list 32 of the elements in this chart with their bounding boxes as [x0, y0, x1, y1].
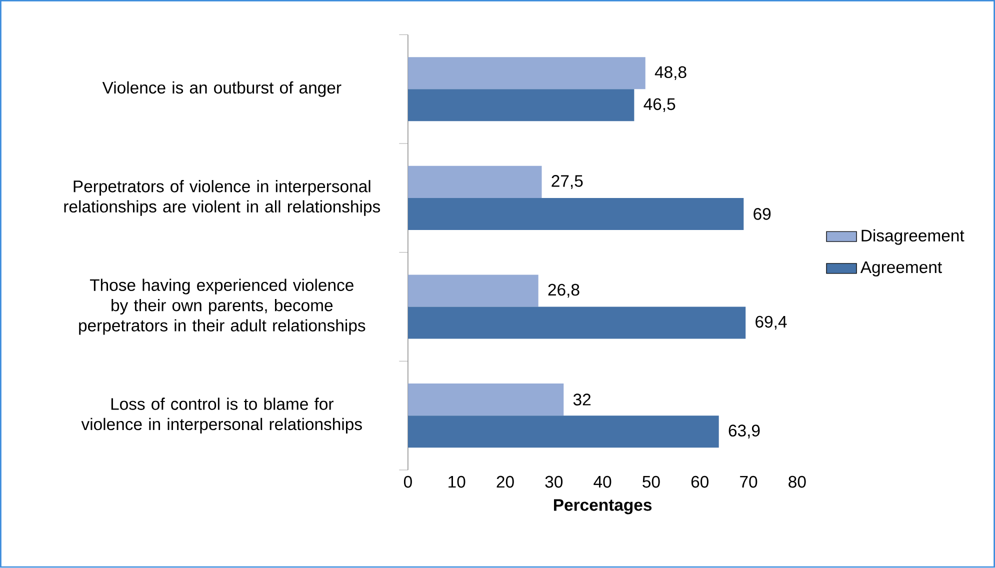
bar — [408, 89, 634, 122]
legend-label: Disagreement — [862, 229, 964, 245]
bar — [408, 198, 744, 230]
x-axis-title: Percentages — [554, 499, 652, 514]
x-tick-label: 0 — [404, 476, 412, 488]
data-label: 69,4 — [756, 316, 787, 330]
x-tick-label: 10 — [448, 476, 466, 488]
bar — [408, 416, 719, 448]
x-tick-label: 60 — [691, 476, 708, 488]
y-tick-label: Those having experienced violence by their own parents, become perpetrators in their adult relationships — [79, 278, 366, 335]
bar — [408, 57, 646, 90]
data-label: 63,9 — [728, 424, 760, 439]
x-tick-label: 70 — [740, 476, 758, 488]
y-tick-label: Violence is an outburst of anger — [102, 81, 342, 98]
bar — [408, 166, 542, 198]
bar — [408, 274, 538, 307]
x-tick-label: 30 — [545, 476, 563, 488]
data-label: 27,5 — [552, 175, 583, 189]
data-label: 46,5 — [644, 98, 676, 112]
x-tick-label: 40 — [594, 476, 612, 488]
y-tick-label: Perpetrators of violence in interpersonal relationships are violent in all relationships — [64, 180, 380, 216]
data-label: 26,8 — [548, 284, 580, 298]
legend-label: Agreement — [860, 262, 942, 277]
data-label: 69 — [754, 208, 771, 220]
data-label: 32 — [573, 394, 591, 406]
bar — [408, 306, 746, 339]
y-tick-label: Loss of control is to blame for violence in interpersonal relationships — [81, 398, 362, 434]
bar — [408, 384, 564, 416]
x-tick-label: 20 — [496, 476, 514, 488]
data-label: 48,8 — [654, 66, 686, 80]
x-tick-label: 80 — [788, 476, 806, 488]
x-tick-label: 50 — [642, 476, 660, 488]
